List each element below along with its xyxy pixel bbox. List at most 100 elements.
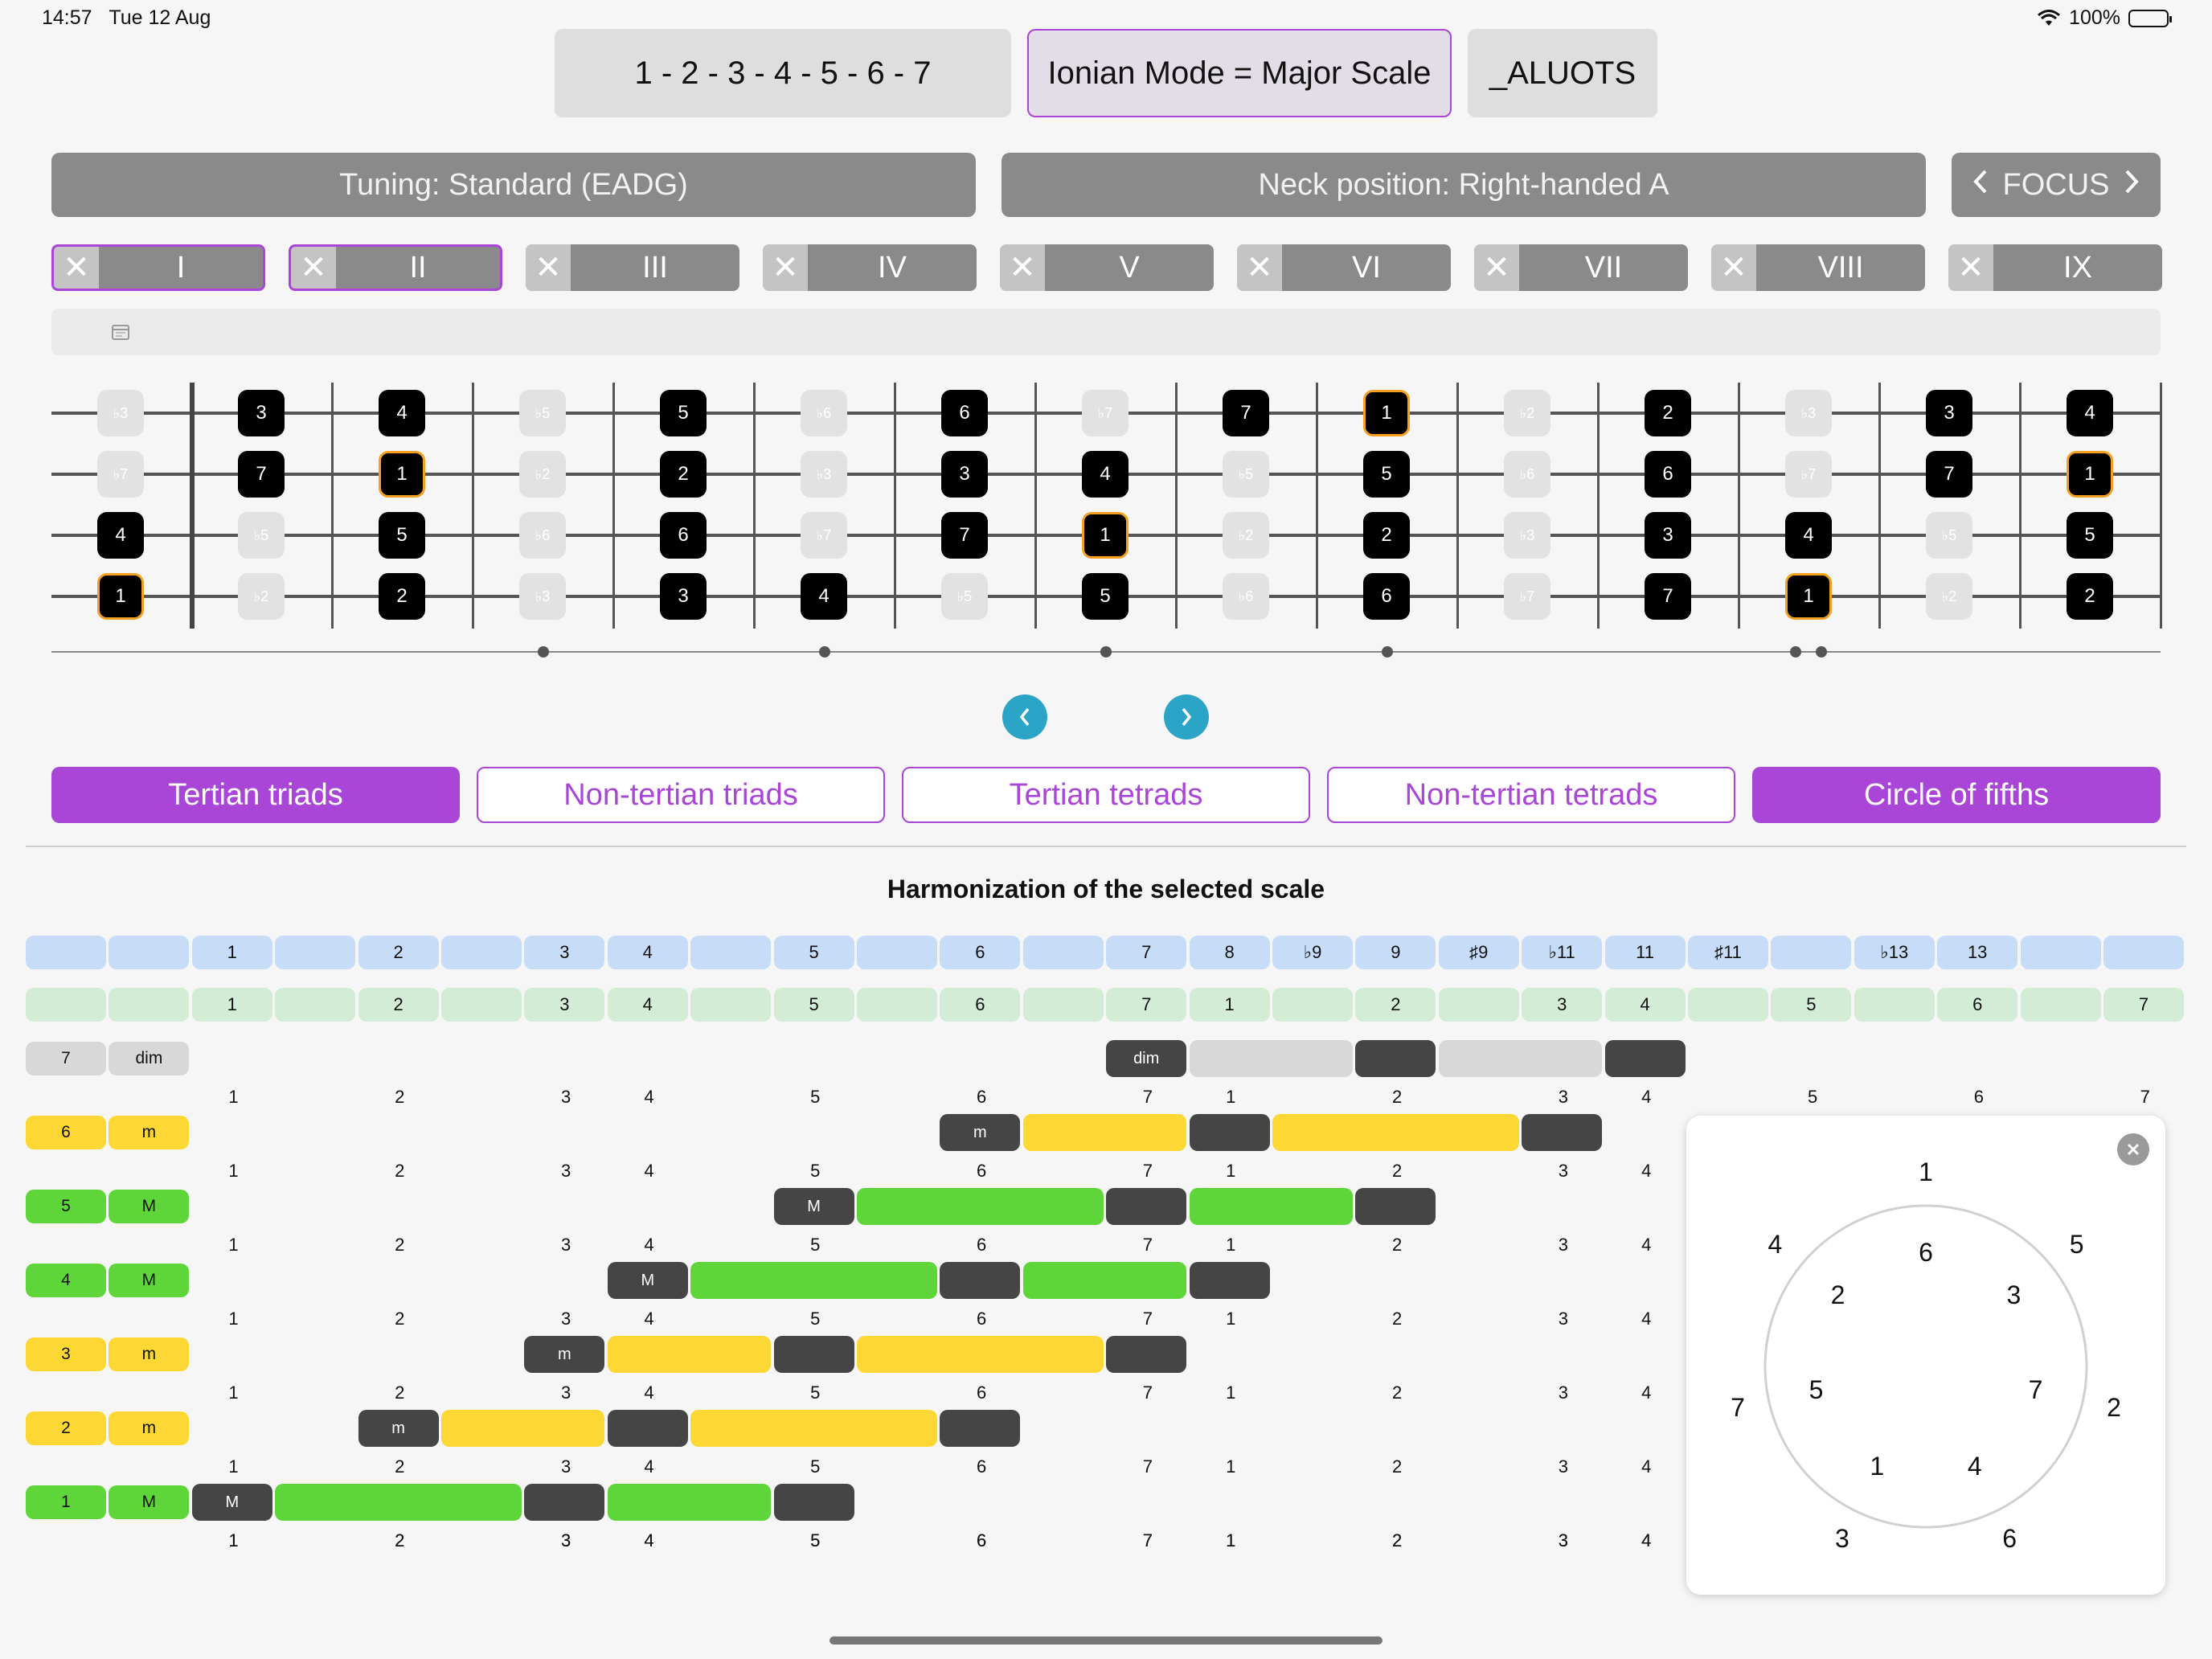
tab-tertian-tetrads[interactable]: Tertian tetrads — [902, 767, 1310, 823]
close-icon[interactable]: ✕ — [763, 244, 808, 291]
fret-note[interactable]: 6 — [1645, 451, 1691, 498]
fret-note[interactable]: ♭6 — [801, 390, 847, 436]
fret-note[interactable]: 4 — [1785, 512, 1832, 559]
position-button-8[interactable]: ✕ VIII — [1711, 244, 1925, 291]
fret-note[interactable]: 3 — [1926, 390, 1972, 436]
tab-non-tertian-tetrads[interactable]: Non-tertian tetrads — [1327, 767, 1735, 823]
close-icon[interactable]: ✕ — [1948, 244, 1993, 291]
close-icon[interactable]: ✕ — [54, 247, 99, 289]
fret-note[interactable]: ♭6 — [1223, 573, 1269, 620]
fret-note[interactable]: ♭2 — [519, 451, 566, 498]
fret-note[interactable]: 2 — [1363, 512, 1410, 559]
close-button[interactable] — [2117, 1133, 2149, 1165]
fret-note[interactable]: ♭5 — [519, 390, 566, 436]
fret-note[interactable]: ♭6 — [519, 512, 566, 559]
fret-note[interactable]: 1 — [97, 573, 144, 620]
close-icon[interactable]: ✕ — [1711, 244, 1756, 291]
mode-button[interactable]: Ionian Mode = Major Scale — [1027, 29, 1452, 117]
fret-note[interactable]: 3 — [941, 451, 988, 498]
chevron-right-icon[interactable] — [2124, 168, 2140, 203]
chord-degree-label[interactable]: 1 — [26, 1485, 106, 1519]
tab-circle-of-fifths[interactable]: Circle of fifths — [1752, 767, 2161, 823]
fret-note[interactable]: 6 — [660, 512, 707, 559]
calendar-icon[interactable] — [111, 323, 130, 341]
fret-note[interactable]: 5 — [1363, 451, 1410, 498]
fret-note[interactable]: 5 — [1082, 573, 1129, 620]
fret-note[interactable]: 1 — [379, 451, 425, 498]
position-button-7[interactable]: ✕ VII — [1474, 244, 1688, 291]
scale-formula-button[interactable]: 1 - 2 - 3 - 4 - 5 - 6 - 7 — [555, 29, 1011, 117]
fret-note[interactable]: 3 — [238, 390, 285, 436]
position-button-3[interactable]: ✕ III — [526, 244, 739, 291]
fret-note[interactable]: 3 — [1645, 512, 1691, 559]
fret-note[interactable]: 2 — [2067, 573, 2113, 620]
fret-note[interactable]: 7 — [238, 451, 285, 498]
fret-note[interactable]: 1 — [1363, 390, 1410, 436]
fret-note[interactable]: 2 — [660, 451, 707, 498]
neck-position-button[interactable]: Neck position: Right-handed A — [1002, 153, 1926, 217]
chord-quality-label[interactable]: M — [109, 1485, 190, 1519]
fret-note[interactable]: ♭7 — [1785, 451, 1832, 498]
fret-note[interactable]: ♭5 — [1926, 512, 1972, 559]
aluots-button[interactable]: _ALUOTS — [1468, 29, 1657, 117]
close-icon[interactable]: ✕ — [526, 244, 571, 291]
chevron-left-icon[interactable] — [1972, 168, 1989, 203]
fret-note[interactable]: ♭7 — [1082, 390, 1129, 436]
chord-quality-label[interactable]: m — [109, 1116, 190, 1149]
chord-quality-label[interactable]: m — [109, 1337, 190, 1371]
chord-quality-label[interactable]: m — [109, 1411, 190, 1445]
fret-note[interactable]: ♭2 — [1926, 573, 1972, 620]
chord-quality-label[interactable]: dim — [109, 1042, 190, 1075]
fret-note[interactable]: 1 — [2067, 451, 2113, 498]
position-button-5[interactable]: ✕ V — [1000, 244, 1214, 291]
fret-note[interactable]: ♭2 — [1504, 390, 1550, 436]
fret-note[interactable]: ♭3 — [97, 390, 144, 436]
fret-note[interactable]: 3 — [660, 573, 707, 620]
chord-quality-label[interactable]: M — [109, 1264, 190, 1297]
fret-note[interactable]: 5 — [379, 512, 425, 559]
fret-note[interactable]: 2 — [1645, 390, 1691, 436]
close-icon[interactable]: ✕ — [1237, 244, 1282, 291]
fret-note[interactable]: ♭3 — [1504, 512, 1550, 559]
tab-tertian-triads[interactable]: Tertian triads — [51, 767, 460, 823]
next-button[interactable] — [1164, 694, 1209, 739]
fret-note[interactable]: 7 — [941, 512, 988, 559]
chord-degree-label[interactable]: 2 — [26, 1411, 106, 1445]
fret-note[interactable]: ♭7 — [801, 512, 847, 559]
fret-note[interactable]: ♭3 — [1785, 390, 1832, 436]
fret-note[interactable]: 1 — [1785, 573, 1832, 620]
fret-note[interactable]: 4 — [1082, 451, 1129, 498]
close-icon[interactable]: ✕ — [1474, 244, 1519, 291]
fret-note[interactable]: ♭5 — [941, 573, 988, 620]
position-button-9[interactable]: ✕ IX — [1948, 244, 2162, 291]
fret-note[interactable]: 1 — [1082, 512, 1129, 559]
position-button-4[interactable]: ✕ IV — [763, 244, 977, 291]
position-button-1[interactable]: ✕ I — [51, 244, 265, 291]
fret-note[interactable]: 4 — [2067, 390, 2113, 436]
fret-note[interactable]: ♭7 — [97, 451, 144, 498]
fret-note[interactable]: ♭5 — [238, 512, 285, 559]
fret-note[interactable]: 7 — [1645, 573, 1691, 620]
fret-note[interactable]: ♭6 — [1504, 451, 1550, 498]
fret-note[interactable]: 7 — [1926, 451, 1972, 498]
fret-note[interactable]: ♭5 — [1223, 451, 1269, 498]
fret-note[interactable]: ♭3 — [519, 573, 566, 620]
chord-degree-label[interactable]: 4 — [26, 1264, 106, 1297]
tuning-button[interactable]: Tuning: Standard (EADG) — [51, 153, 976, 217]
chord-quality-label[interactable]: M — [109, 1190, 190, 1223]
chord-degree-label[interactable]: 5 — [26, 1190, 106, 1223]
close-icon[interactable]: ✕ — [1000, 244, 1045, 291]
position-button-2[interactable]: ✕ II — [289, 244, 502, 291]
fret-note[interactable]: 4 — [97, 512, 144, 559]
fret-note[interactable]: ♭7 — [1504, 573, 1550, 620]
fret-note[interactable]: 2 — [379, 573, 425, 620]
tab-non-tertian-triads[interactable]: Non-tertian triads — [477, 767, 885, 823]
fret-note[interactable]: 4 — [379, 390, 425, 436]
chord-degree-label[interactable]: 7 — [26, 1042, 106, 1075]
close-icon[interactable]: ✕ — [291, 247, 336, 289]
chord-degree-label[interactable]: 6 — [26, 1116, 106, 1149]
fret-note[interactable]: 6 — [1363, 573, 1410, 620]
fret-note[interactable]: ♭2 — [238, 573, 285, 620]
fret-note[interactable]: 4 — [801, 573, 847, 620]
fret-note[interactable]: 7 — [1223, 390, 1269, 436]
